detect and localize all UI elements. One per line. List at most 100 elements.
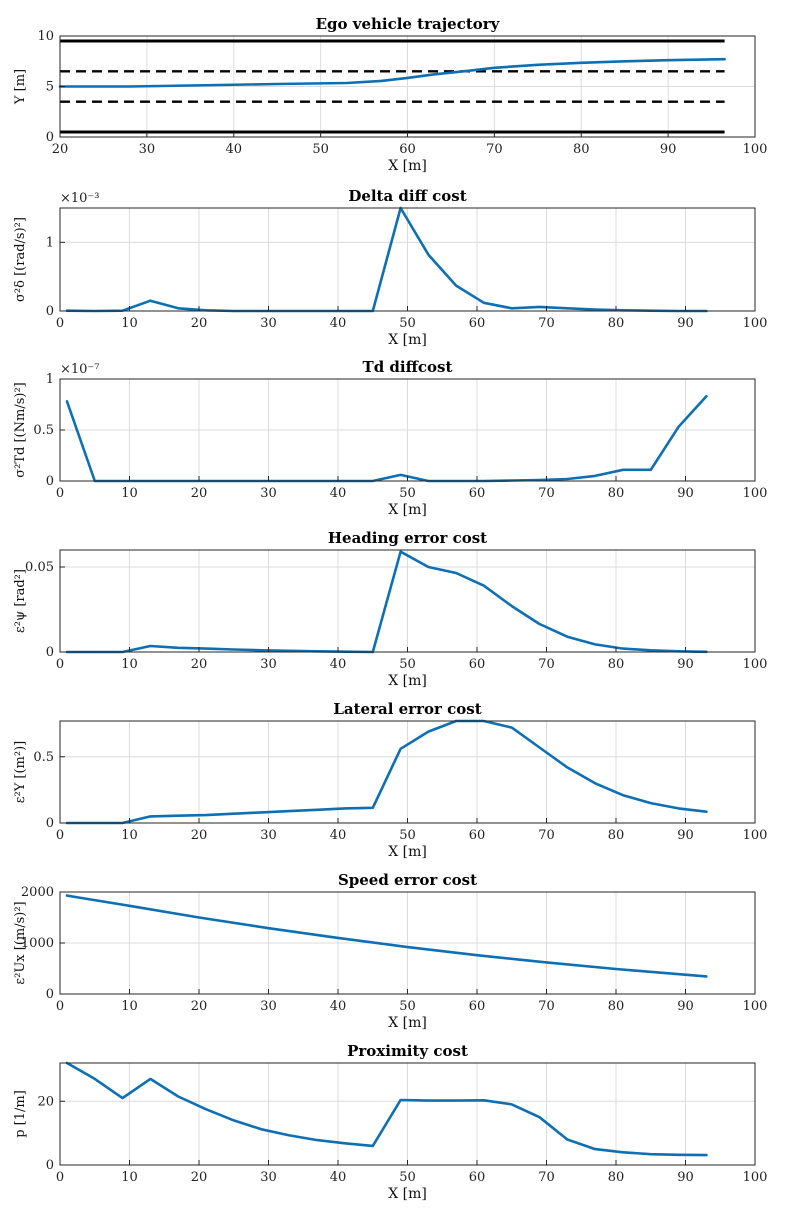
y-tick-label: 0	[46, 130, 54, 145]
x-tick-label: 40	[330, 828, 347, 843]
chart-title: Speed error cost	[338, 871, 477, 889]
y-tick-label: 20	[37, 1094, 54, 1109]
x-tick-label: 20	[191, 1170, 208, 1185]
chart-panel-7: 0 10 20 30 40 50 60 70 80 90 100 0 20 Proximity cost X…	[13, 1042, 767, 1202]
x-tick-label: 40	[330, 486, 347, 501]
x-axis-label: X [m]	[388, 844, 427, 860]
x-tick-label: 50	[399, 1170, 416, 1185]
chart-panel-4: 0 10 20 30 40 50 60 70 80 90 100 0 0.05 Heading error…	[13, 529, 767, 689]
x-tick-label: 90	[677, 1170, 694, 1185]
x-axis-label: X [m]	[388, 1015, 427, 1031]
x-tick-label: 20	[191, 657, 208, 672]
x-tick-label: 70	[538, 316, 555, 331]
x-tick-label: 10	[121, 316, 138, 331]
x-tick-label: 50	[399, 999, 416, 1014]
x-tick-label: 70	[538, 999, 555, 1014]
x-tick-label: 70	[538, 1170, 555, 1185]
x-tick-label: 50	[399, 828, 416, 843]
y-tick-label: 10	[37, 29, 54, 44]
x-tick-label: 10	[121, 1170, 138, 1185]
x-tick-label: 50	[312, 142, 329, 157]
x-tick-label: 90	[677, 828, 694, 843]
series-line-1	[58, 57, 726, 88]
chart-title: Ego vehicle trajectory	[316, 15, 501, 33]
y-tick-label: 0	[46, 645, 54, 660]
x-tick-label: 70	[486, 142, 503, 157]
x-tick-label: 0	[56, 828, 64, 843]
series-line-1	[65, 206, 708, 313]
x-tick-label: 70	[538, 486, 555, 501]
y-axis-label: Y [m]	[13, 69, 28, 105]
x-tick-label: 80	[573, 142, 590, 157]
y-axis-exponent: ×10⁻³	[60, 191, 100, 206]
x-tick-label: 80	[608, 999, 625, 1014]
y-tick-label: 0.05	[25, 560, 54, 575]
x-tick-label: 50	[399, 316, 416, 331]
x-tick-label: 100	[743, 828, 768, 843]
x-tick-label: 90	[677, 999, 694, 1014]
y-tick-label: 2000	[21, 885, 54, 900]
x-axis-label: X [m]	[388, 1186, 427, 1202]
x-tick-label: 60	[469, 828, 486, 843]
y-axis-label: p [1/m]	[13, 1090, 28, 1138]
y-axis-label: ε²Y [(m²)]	[13, 741, 28, 804]
x-tick-label: 100	[743, 999, 768, 1014]
x-axis-label: X [m]	[388, 673, 427, 689]
x-tick-label: 90	[677, 657, 694, 672]
x-tick-label: 70	[538, 657, 555, 672]
y-tick-label: 1	[46, 235, 54, 250]
y-axis-exponent: ×10⁻⁷	[60, 362, 100, 377]
x-tick-label: 0	[56, 486, 64, 501]
y-axis-label: ε²Ux [(m/s)²]	[13, 901, 28, 984]
x-tick-label: 80	[608, 486, 625, 501]
x-tick-label: 100	[743, 486, 768, 501]
x-tick-label: 100	[743, 142, 768, 157]
chart-title: Td diffcost	[363, 358, 453, 376]
x-tick-label: 60	[469, 316, 486, 331]
x-tick-label: 0	[56, 999, 64, 1014]
series-line-1	[65, 894, 708, 978]
x-tick-label: 60	[399, 142, 416, 157]
chart-title: Lateral error cost	[333, 700, 481, 718]
y-axis-label: σ²δ [(rad/s)²]	[13, 217, 28, 302]
x-tick-label: 80	[608, 316, 625, 331]
y-tick-label: 5	[46, 80, 54, 95]
x-tick-label: 30	[260, 999, 277, 1014]
x-tick-label: 10	[121, 999, 138, 1014]
x-tick-label: 70	[538, 828, 555, 843]
chart-title: Delta diff cost	[348, 187, 466, 205]
x-tick-label: 10	[121, 486, 138, 501]
y-axis-label: ε²ψ [rad²]	[13, 569, 28, 633]
x-tick-label: 80	[608, 1170, 625, 1185]
x-axis-label: X [m]	[388, 502, 427, 518]
series-line-1	[65, 719, 708, 825]
x-tick-label: 30	[260, 657, 277, 672]
x-tick-label: 100	[743, 657, 768, 672]
y-tick-label: 1000	[21, 936, 54, 951]
x-tick-label: 10	[121, 828, 138, 843]
y-tick-label: 0	[46, 304, 54, 319]
x-tick-label: 30	[260, 486, 277, 501]
chart-panel-1: 20 30 40 50 60 70 80 90 100 0 5 10 Ego vehicle traje…	[13, 15, 767, 174]
x-tick-label: 40	[330, 1170, 347, 1185]
x-tick-label: 90	[660, 142, 677, 157]
x-tick-label: 90	[677, 316, 694, 331]
x-tick-label: 50	[399, 657, 416, 672]
y-tick-label: 0.5	[33, 750, 54, 765]
series-line-1	[65, 550, 708, 654]
chart-title: Proximity cost	[347, 1042, 468, 1060]
x-tick-label: 20	[52, 142, 69, 157]
series-line-1	[65, 1061, 708, 1157]
x-tick-label: 30	[260, 316, 277, 331]
x-tick-label: 40	[330, 316, 347, 331]
x-tick-label: 60	[469, 657, 486, 672]
y-axis-label: σ²Td [(Nm/s)²]	[13, 382, 28, 477]
x-tick-label: 30	[260, 1170, 277, 1185]
x-tick-label: 20	[191, 316, 208, 331]
chart-panel-2: 0 10 20 30 40 50 60 70 80 90 100 0 1 Delta diff cost ×…	[13, 187, 767, 348]
y-tick-label: 0.5	[33, 423, 54, 438]
x-tick-label: 40	[225, 142, 242, 157]
x-tick-label: 30	[139, 142, 156, 157]
